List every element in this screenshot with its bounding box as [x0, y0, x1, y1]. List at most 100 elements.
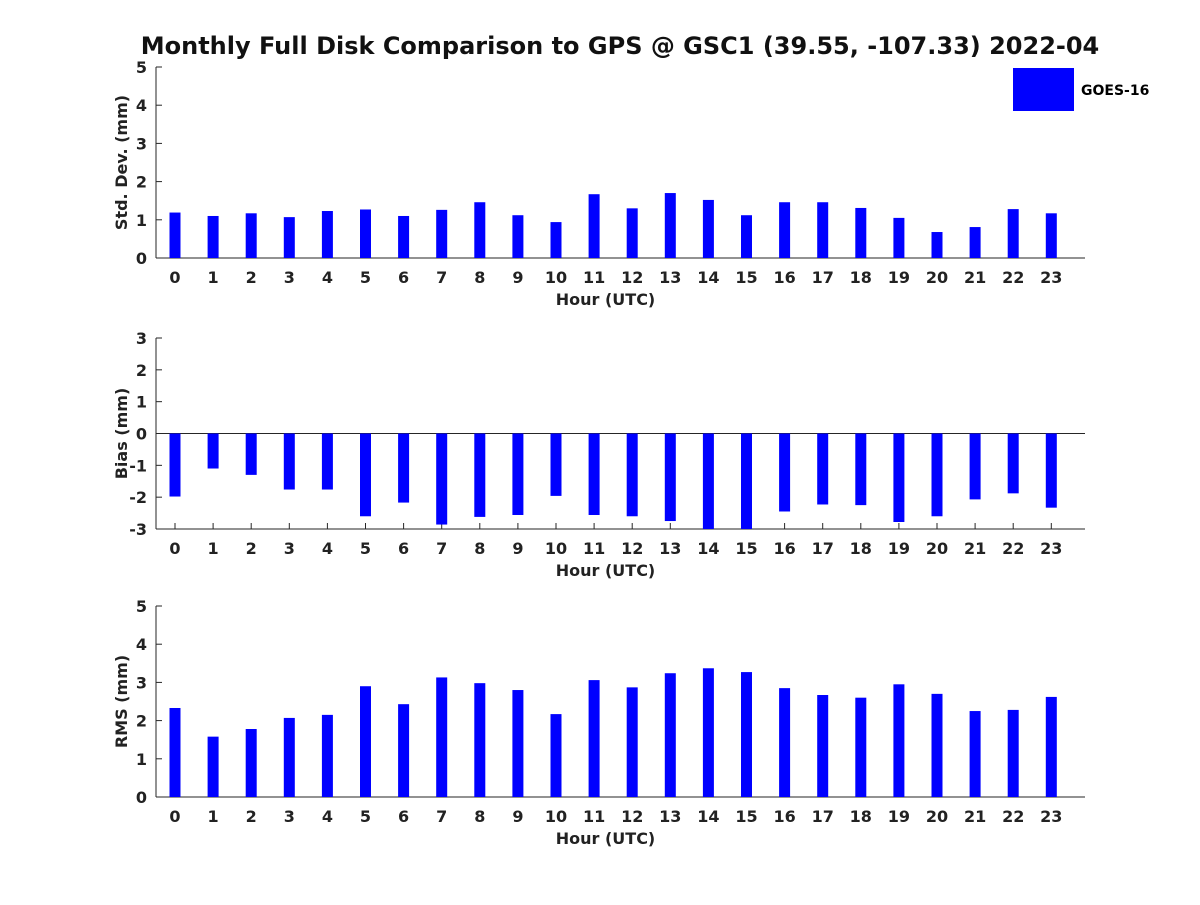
x-tick-label: 4	[322, 268, 333, 287]
x-tick-label: 16	[773, 268, 795, 287]
x-tick-label: 9	[512, 268, 523, 287]
x-tick-label: 4	[322, 807, 333, 826]
bar	[702, 668, 714, 797]
bar	[550, 714, 562, 797]
bar	[207, 736, 219, 797]
bar	[398, 704, 410, 797]
x-tick-label: 23	[1040, 268, 1062, 287]
x-tick-label: 21	[964, 268, 986, 287]
bar	[969, 433, 981, 500]
bar	[207, 215, 219, 258]
x-tick-label: 6	[398, 807, 409, 826]
bar	[283, 217, 295, 258]
x-tick-label: 10	[545, 268, 567, 287]
y-tick-label: 0	[136, 425, 147, 444]
x-tick-label: 20	[926, 807, 948, 826]
y-tick-label: 5	[136, 58, 147, 77]
bar	[1045, 696, 1057, 797]
x-tick-label: 2	[246, 268, 257, 287]
x-tick-label: 5	[360, 539, 371, 558]
x-tick-label: 2	[246, 807, 257, 826]
bar	[588, 433, 600, 515]
legend: GOES-16	[1013, 68, 1149, 111]
bar	[779, 688, 791, 797]
x-tick-label: 17	[812, 539, 834, 558]
x-tick-label: 21	[964, 807, 986, 826]
y-tick-label: 2	[136, 173, 147, 192]
y-tick-label: 2	[136, 712, 147, 731]
x-tick-label: 14	[697, 268, 719, 287]
bar	[969, 711, 981, 797]
x-tick-label: 7	[436, 268, 447, 287]
y-tick-label: 2	[136, 361, 147, 380]
x-tick-label: 8	[474, 268, 485, 287]
x-axis-label: Hour (UTC)	[556, 290, 656, 309]
bar	[741, 672, 752, 797]
bar	[855, 433, 867, 506]
bar	[436, 433, 448, 525]
x-axis-label: Hour (UTC)	[556, 561, 656, 580]
y-tick-label: 1	[136, 211, 147, 230]
bar	[321, 211, 333, 258]
bar	[550, 222, 562, 258]
x-tick-label: 9	[512, 807, 523, 826]
bar	[931, 232, 943, 258]
bar	[893, 433, 905, 522]
x-tick-label: 8	[474, 539, 485, 558]
x-tick-label: 9	[512, 539, 523, 558]
bar	[474, 683, 486, 797]
bar	[588, 680, 600, 797]
bar	[474, 202, 486, 258]
x-tick-label: 1	[208, 539, 219, 558]
bar	[664, 433, 676, 522]
bar	[626, 433, 638, 517]
x-tick-label: 19	[888, 268, 910, 287]
bar	[855, 207, 867, 258]
bar	[931, 693, 943, 797]
legend-label: GOES-16	[1081, 83, 1149, 99]
x-tick-label: 0	[169, 268, 180, 287]
bar	[512, 433, 524, 515]
bar	[169, 433, 181, 497]
bar	[512, 215, 524, 258]
x-tick-label: 18	[850, 268, 872, 287]
x-tick-label: 19	[888, 539, 910, 558]
bar	[1045, 213, 1057, 258]
x-tick-label: 1	[208, 807, 219, 826]
bar	[893, 217, 905, 258]
bar	[360, 686, 371, 797]
bar	[398, 215, 410, 258]
y-tick-label: 1	[136, 393, 147, 412]
bar	[817, 695, 829, 797]
bar	[702, 199, 714, 258]
bar	[436, 209, 448, 258]
y-tick-label: 0	[136, 249, 147, 268]
y-tick-label: 3	[136, 134, 147, 153]
y-tick-label: 3	[136, 329, 147, 348]
bar	[550, 433, 562, 496]
x-tick-label: 22	[1002, 539, 1024, 558]
bar	[779, 202, 791, 258]
bar	[207, 433, 219, 469]
y-tick-label: 4	[136, 635, 147, 654]
bar	[321, 714, 333, 797]
bar	[702, 433, 714, 529]
bar	[321, 433, 333, 490]
x-tick-label: 3	[284, 807, 295, 826]
bar	[474, 433, 486, 517]
bar	[360, 433, 371, 517]
x-tick-label: 14	[697, 807, 719, 826]
bar	[1007, 433, 1019, 494]
x-tick-label: 4	[322, 539, 333, 558]
bar	[436, 677, 448, 797]
y-tick-label: 4	[136, 96, 147, 115]
bar	[245, 433, 257, 475]
y-tick-label: -1	[129, 456, 147, 475]
chart-title: Monthly Full Disk Comparison to GPS @ GS…	[141, 32, 1100, 60]
bar	[283, 717, 295, 797]
y-tick-label: 0	[136, 788, 147, 807]
x-tick-label: 16	[773, 539, 795, 558]
x-tick-label: 16	[773, 807, 795, 826]
